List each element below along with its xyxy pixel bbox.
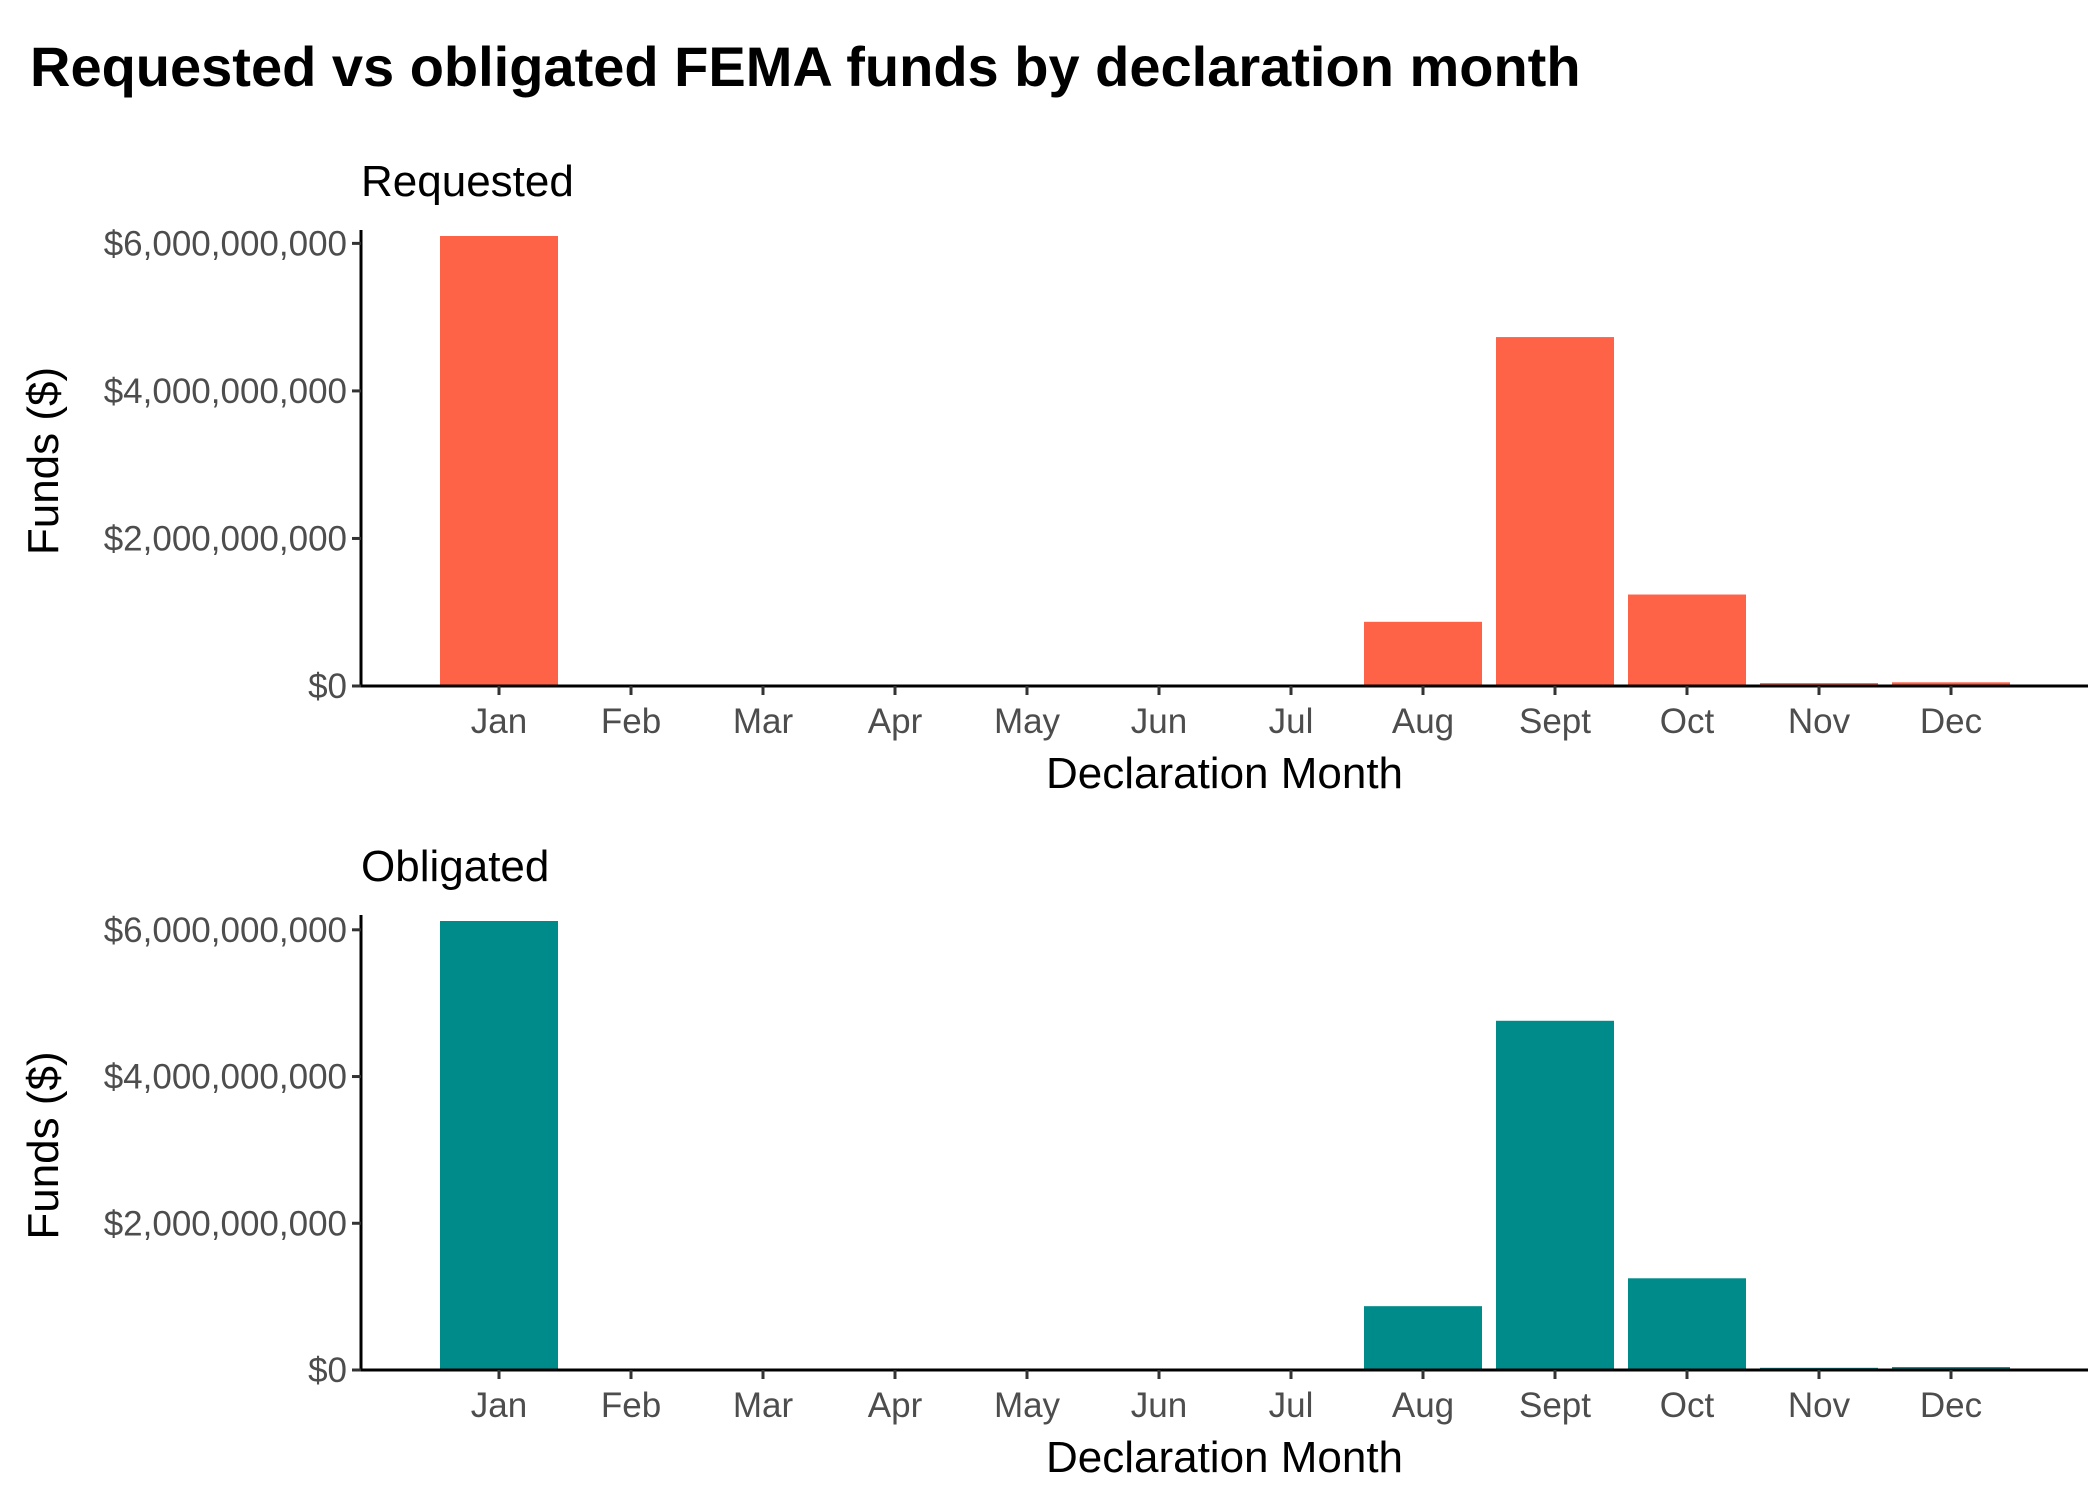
x-tick-label: Sept	[1519, 702, 1591, 741]
chart-panels: Requested $0 $2,000,000,000 $4,000,000,000 $…	[19, 157, 2088, 1482]
y-tick-label: $0	[308, 667, 347, 706]
x-axis-title: Declaration Month	[1046, 749, 1403, 798]
bar-aug	[1364, 1306, 1482, 1370]
chart-title: Requested vs obligated FEMA funds by dec…	[30, 35, 1581, 98]
chart-panel-obligated: Obligated $0 $2,000,000,000 $4,000,000,000 $…	[19, 842, 2088, 1482]
x-tick-label: Nov	[1788, 702, 1851, 741]
x-tick-label: Nov	[1788, 1386, 1851, 1425]
x-tick-label: Mar	[733, 1386, 794, 1425]
y-tick-label: $2,000,000,000	[104, 519, 347, 558]
x-tick-label: May	[994, 702, 1061, 741]
x-tick-label: Apr	[868, 1386, 923, 1425]
bar-oct	[1628, 594, 1746, 686]
y-tick-label: $2,000,000,000	[104, 1204, 347, 1243]
y-axis-title: Funds ($)	[19, 1051, 68, 1239]
bar-dec	[1892, 682, 2010, 686]
y-tick-label: $4,000,000,000	[104, 372, 347, 411]
x-tick-label: Feb	[601, 1386, 661, 1425]
bar-jan	[440, 236, 558, 686]
x-tick-label: Apr	[868, 702, 923, 741]
x-tick-label: Oct	[1660, 702, 1715, 741]
y-axis-title: Funds ($)	[19, 367, 68, 555]
y-tick-label: $0	[308, 1351, 347, 1390]
y-tick-label: $6,000,000,000	[104, 911, 347, 950]
x-tick-label: Mar	[733, 702, 794, 741]
x-tick-label: Aug	[1392, 1386, 1454, 1425]
bar-oct	[1628, 1278, 1746, 1370]
x-tick-label: Jan	[471, 702, 527, 741]
x-tick-label: Jun	[1131, 1386, 1187, 1425]
x-tick-label: May	[994, 1386, 1061, 1425]
chart-panel-requested: Requested $0 $2,000,000,000 $4,000,000,000 $…	[19, 157, 2088, 798]
x-axis-title: Declaration Month	[1046, 1433, 1403, 1482]
x-tick-label: Sept	[1519, 1386, 1591, 1425]
y-tick-label: $6,000,000,000	[104, 224, 347, 263]
y-tick-label: $4,000,000,000	[104, 1058, 347, 1097]
x-tick-label: Oct	[1660, 1386, 1715, 1425]
x-tick-label: Aug	[1392, 702, 1454, 741]
x-tick-label: Jan	[471, 1386, 527, 1425]
bar-sept	[1496, 1020, 1614, 1370]
x-tick-label: Jun	[1131, 702, 1187, 741]
panel-title: Obligated	[361, 842, 549, 891]
panel-title: Requested	[361, 157, 574, 206]
x-tick-label: Dec	[1920, 702, 1982, 741]
bar-aug	[1364, 621, 1482, 686]
x-tick-label: Dec	[1920, 1386, 1982, 1425]
x-tick-label: Jul	[1269, 1386, 1314, 1425]
x-tick-label: Jul	[1269, 702, 1314, 741]
bar-jan	[440, 921, 558, 1370]
x-tick-label: Feb	[601, 702, 661, 741]
bar-sept	[1496, 337, 1614, 686]
